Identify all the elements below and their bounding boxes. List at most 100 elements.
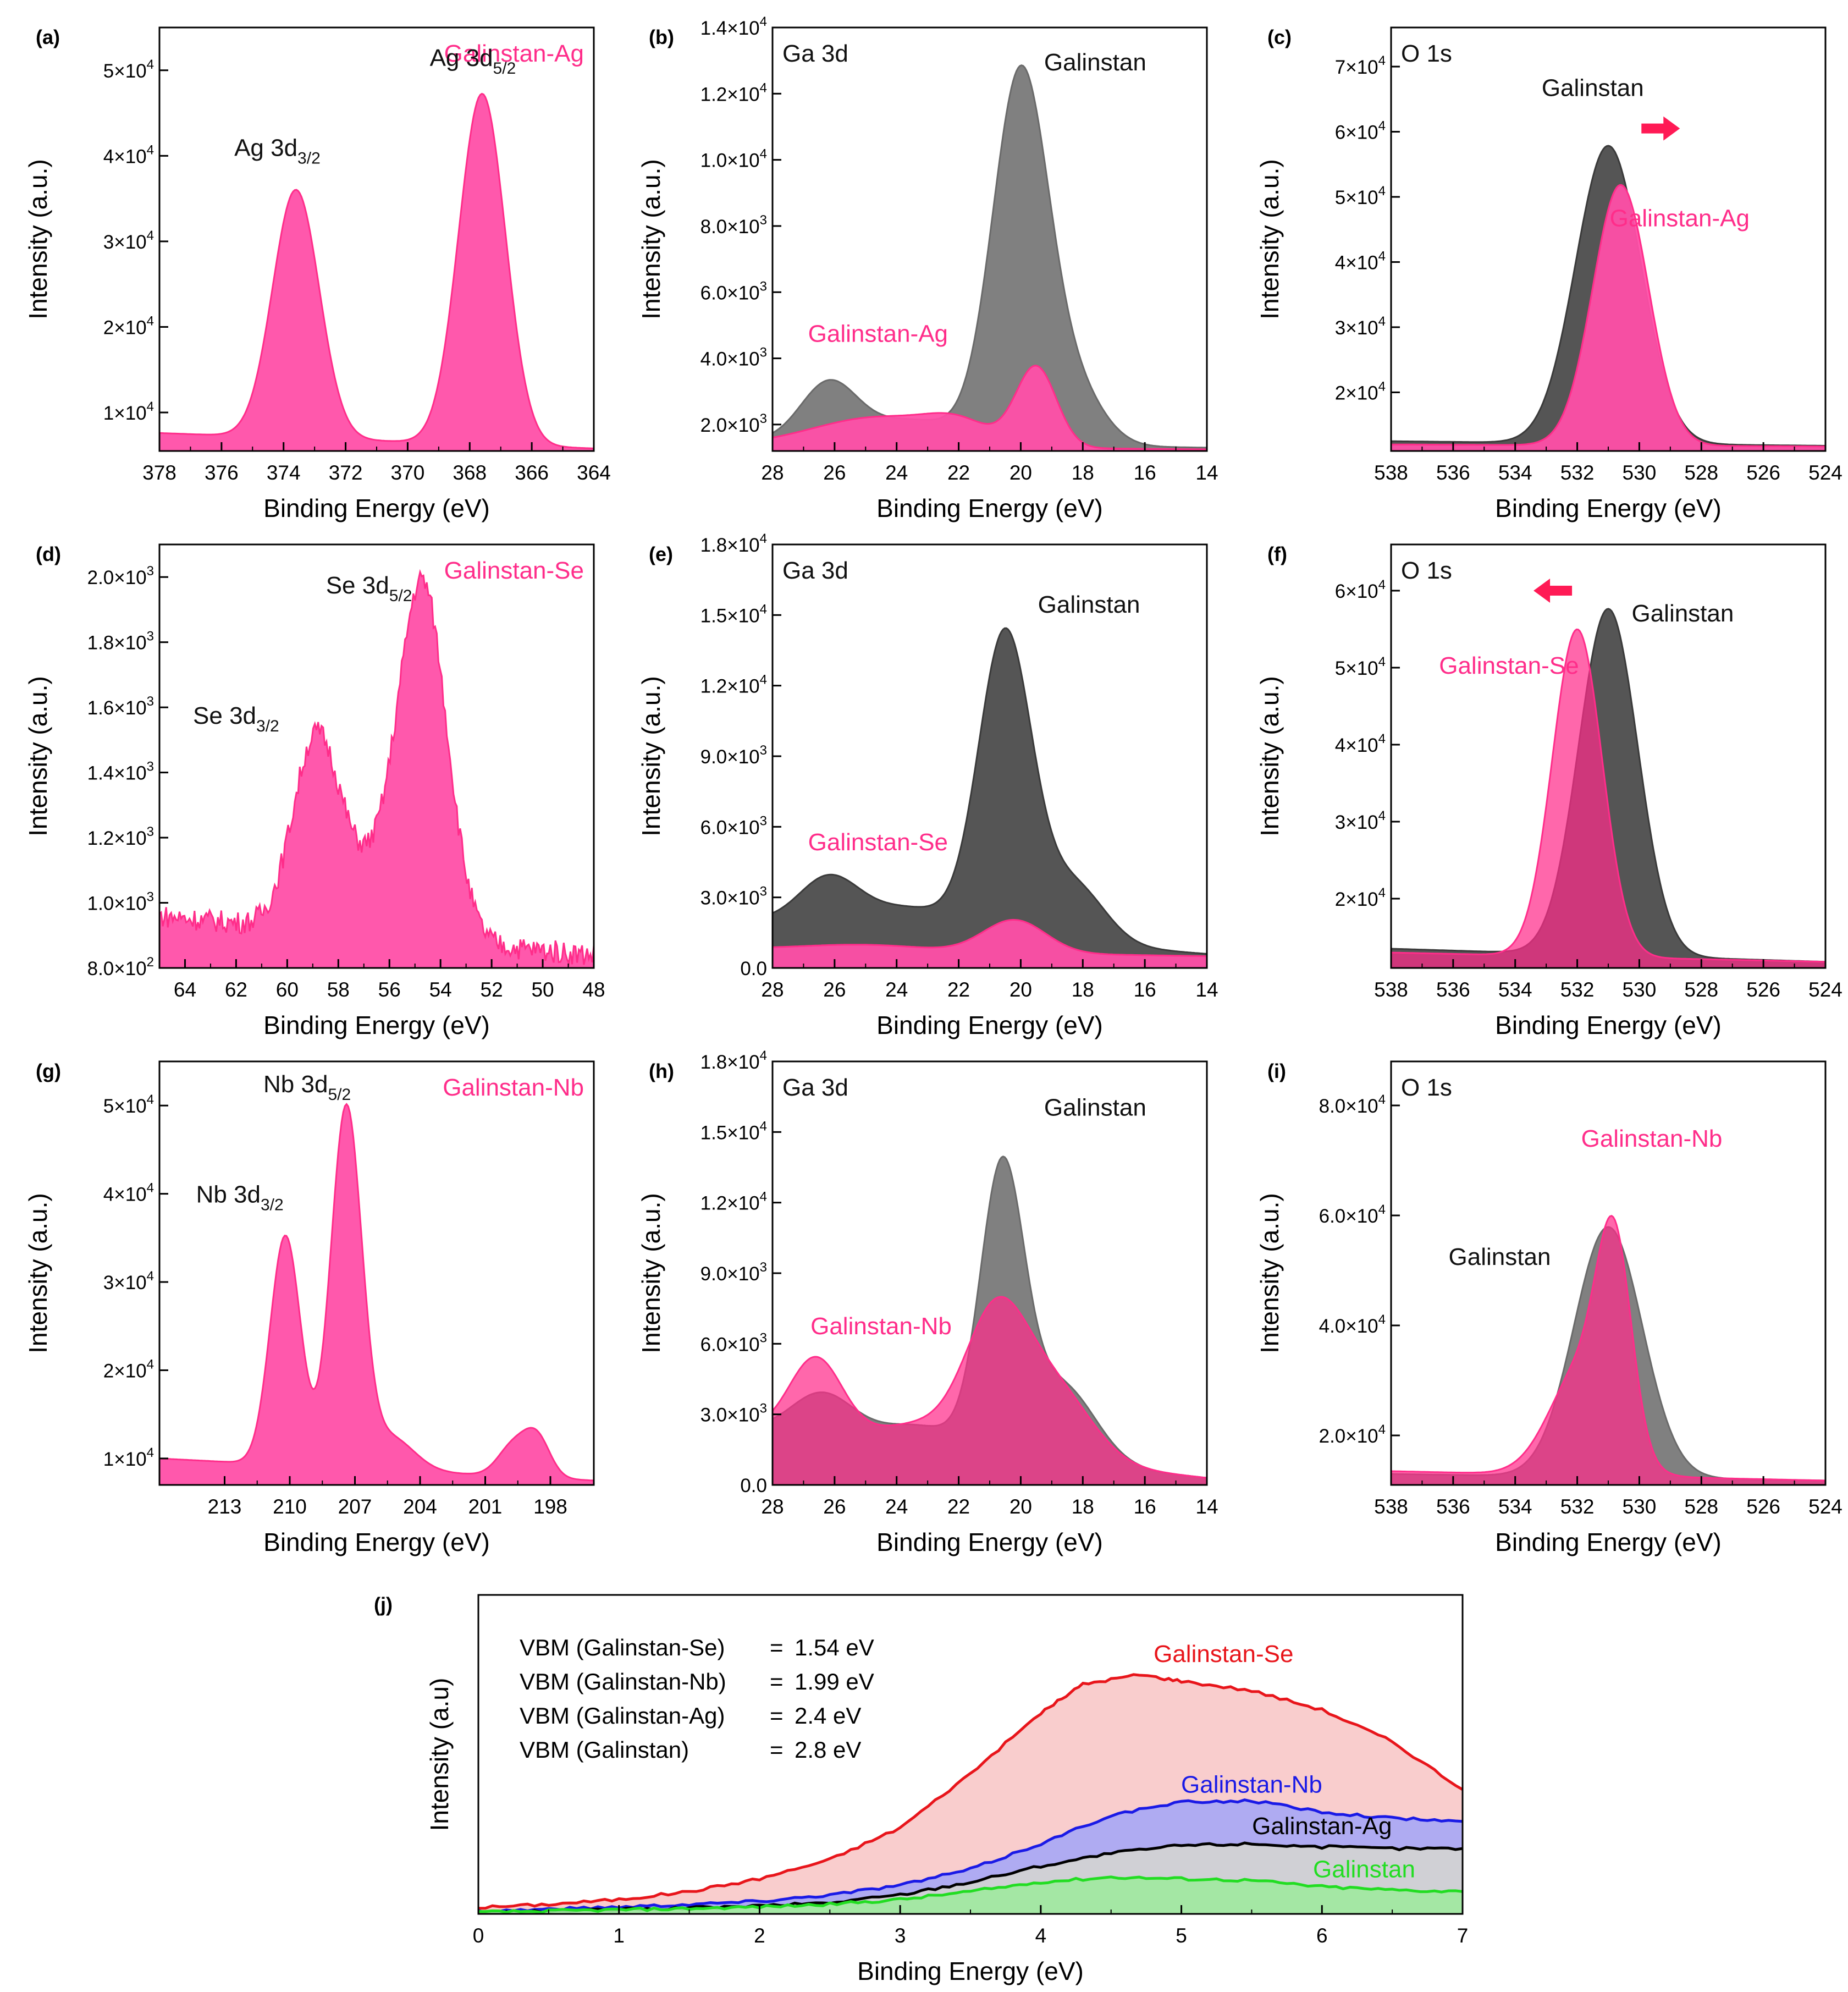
vbm-label: VBM (Galinstan-Se): [520, 1635, 725, 1660]
y-tick-mantissa: 5×10: [1335, 658, 1378, 679]
panel-letter: (c): [1267, 26, 1292, 48]
label-galinstan: Galinstan: [1542, 74, 1644, 101]
axes-frame: [158, 1060, 595, 1486]
y-tick-exponent: 3: [147, 824, 154, 839]
x-tick-label: 7: [1457, 1924, 1469, 1947]
y-tick-exponent: 3: [760, 1330, 767, 1345]
y-tick-exponent: 3: [760, 743, 767, 758]
series-galinstan-nb: [773, 1296, 1207, 1485]
vbm-value: 2.8 eV: [795, 1737, 861, 1763]
y-axis-label: Intensity (a.u.): [24, 159, 52, 319]
label-text: Ga 3d: [782, 557, 848, 584]
y-tick-label: 4.0×103: [700, 345, 767, 370]
y-tick-label: 1.4×104: [700, 14, 767, 39]
y-tick-exponent: 4: [760, 1048, 767, 1063]
y-tick-label: 4×104: [1335, 249, 1386, 273]
vbm-value: 2.4 eV: [795, 1703, 861, 1729]
y-tick-mantissa: 7×10: [1335, 57, 1378, 78]
label-text: Galinstan-Ag: [808, 320, 948, 347]
x-tick-label: 528: [1684, 1495, 1718, 1518]
y-tick-label: 4×104: [1335, 731, 1386, 756]
y-tick-exponent: 4: [147, 1269, 154, 1284]
vbm-value: 1.54 eV: [795, 1635, 874, 1660]
y-tick-label: 5×104: [1335, 654, 1386, 679]
label-text: Galinstan-Se: [808, 829, 948, 856]
y-tick-exponent: 4: [1378, 379, 1386, 394]
vbm-label: VBM (Galinstan): [520, 1737, 689, 1763]
label-text: Ag 3d: [234, 134, 297, 161]
x-tick-label: 534: [1498, 1495, 1532, 1518]
panel-i: 538 536 534 532 530 528 526 5242.0×1044.0×1046.…: [1255, 1060, 1843, 1556]
y-tick-label: 2.0×104: [1319, 1422, 1386, 1447]
panel-a: 378 376 374 372 370 368 366 3641×1042×1043×1044…: [24, 26, 611, 522]
x-tick-label: 198: [533, 1495, 567, 1518]
label-galinstan: Galinstan: [1044, 49, 1146, 76]
y-tick-label: 3×104: [1335, 808, 1386, 833]
y-tick-label: 3.0×103: [700, 1401, 767, 1426]
y-tick-exponent: 3: [147, 890, 154, 905]
x-axis-label: Binding Energy (eV): [263, 1011, 490, 1039]
x-tick-label: 14: [1195, 461, 1218, 484]
y-tick-exponent: 4: [1378, 1312, 1386, 1327]
label-text: Ga 3d: [782, 40, 848, 67]
panel-e: 28 26 24 22 20 18 16 140.03.0×1036.0×1039.0×103…: [637, 531, 1218, 1039]
y-tick-mantissa: 5×10: [1335, 187, 1378, 208]
y-tick-exponent: 4: [147, 1181, 154, 1196]
label-text: Galinstan-Se: [444, 557, 584, 584]
x-tick-label: 58: [327, 978, 350, 1001]
plot-area: [773, 1155, 1207, 1485]
label-galinstan-se: Galinstan-Se: [808, 829, 948, 856]
x-tick-label: 536: [1436, 461, 1470, 484]
x-tick-label: 50: [531, 978, 554, 1001]
label-galinstan-ag: Galinstan-Ag: [1252, 1813, 1392, 1840]
y-tick-mantissa: 1.6×10: [87, 697, 147, 719]
x-tick-label: 48: [582, 978, 605, 1001]
series-galinstan-se: [159, 569, 594, 968]
label-text: Galinstan-Se: [1439, 652, 1579, 679]
x-axis-label: Binding Energy (eV): [1495, 1528, 1722, 1556]
vbm-equals: =: [770, 1635, 784, 1660]
y-axis-label: Intensity (a.u.): [1255, 676, 1284, 836]
label-text: Galinstan: [1542, 74, 1644, 101]
y-tick-exponent: 4: [760, 80, 767, 95]
label-galinstan: Galinstan: [1044, 1094, 1146, 1121]
x-tick-label: 26: [823, 461, 846, 484]
label-text: O 1s: [1401, 1074, 1452, 1101]
line-galinstan-se: [478, 1673, 1463, 1910]
y-tick-mantissa: 1.8×10: [700, 1052, 760, 1073]
x-tick-label: 20: [1009, 978, 1032, 1001]
y-tick-label: 1.0×104: [700, 147, 767, 172]
x-tick-label: 22: [947, 461, 970, 484]
y-axis-label: Intensity (a.u.): [637, 1193, 665, 1353]
series-galinstan-nb: [1391, 1215, 1825, 1485]
panel-j: 0 1 2 3 4 5 6 7 Binding Energy (eV) Intensity (a.…: [374, 1593, 1468, 1985]
label-text: Ga 3d: [782, 1074, 848, 1101]
y-tick-exponent: 4: [147, 142, 154, 157]
x-tick-label: 210: [273, 1495, 307, 1518]
y-tick-mantissa: 6.0×10: [700, 817, 760, 838]
y-tick-mantissa: 6.0×10: [700, 282, 760, 304]
y-tick-label: 9.0×103: [700, 743, 767, 768]
label-se-3d: Se 3d5/2: [326, 572, 412, 605]
label-se-3d: Se 3d3/2: [193, 702, 279, 735]
x-axis-label: Binding Energy (eV): [263, 494, 490, 522]
label-text: O 1s: [1401, 557, 1452, 584]
y-tick-label: 3×104: [103, 1269, 154, 1294]
label-galinstan-ag: Galinstan-Ag: [1610, 205, 1750, 232]
label-galinstan-nb: Galinstan-Nb: [810, 1313, 952, 1340]
label-galinstan-se: Galinstan-Se: [1154, 1641, 1293, 1668]
x-tick-label: 526: [1746, 1495, 1780, 1518]
y-tick-mantissa: 1.8×10: [87, 632, 147, 654]
y-tick-label: 8.0×102: [87, 955, 154, 980]
label-text: Galinstan-Nb: [810, 1313, 952, 1340]
plot-area: [1391, 1215, 1825, 1485]
panel-letter: (f): [1267, 543, 1287, 565]
y-tick-exponent: 3: [760, 213, 767, 228]
y-tick-mantissa: 1.8×10: [700, 535, 760, 556]
x-tick-label: 28: [761, 1495, 784, 1518]
y-tick-label: 8.0×103: [700, 213, 767, 238]
x-tick-label: 16: [1134, 1495, 1156, 1518]
y-tick-label: 2×104: [103, 313, 154, 338]
label-subscript: 3/2: [297, 149, 321, 167]
x-tick-label: 204: [403, 1495, 437, 1518]
